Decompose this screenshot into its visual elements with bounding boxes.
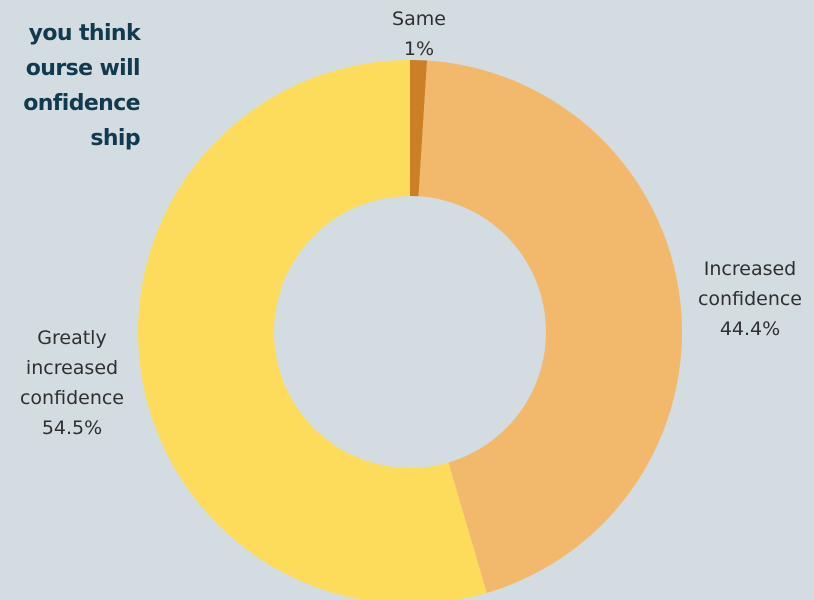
donut-slice-greatly-increased-confidence [138, 60, 487, 600]
slice-label-line: increased [25, 357, 119, 379]
slice-label-line: confidence [19, 387, 124, 409]
chart-title-line: ship [90, 126, 140, 151]
chart-title-line: onfidence [23, 91, 140, 116]
slice-value-label: 54.5% [41, 417, 103, 439]
donut-slice-same [410, 60, 428, 197]
slice-label-increased-confidence: Increased confidence 44.4% [682, 254, 814, 344]
slice-label-line: Greatly [37, 327, 107, 349]
slice-label-line: Same [392, 8, 446, 30]
slice-label-line: confidence [697, 288, 802, 310]
slice-value-label: 44.4% [719, 318, 781, 340]
slice-label-line: Increased [703, 258, 797, 280]
slice-label-greatly-increased-confidence: Greatly increased confidence 54.5% [4, 323, 140, 443]
chart-title-line: ourse will [25, 56, 141, 81]
chart-title: you think ourse will onfidence ship [0, 16, 140, 156]
chart-title-line: you think [28, 21, 141, 46]
donut-slice-increased-confidence [418, 60, 683, 593]
slice-label-same: Same 1% [389, 4, 449, 64]
slice-value-label: 1% [403, 38, 435, 60]
